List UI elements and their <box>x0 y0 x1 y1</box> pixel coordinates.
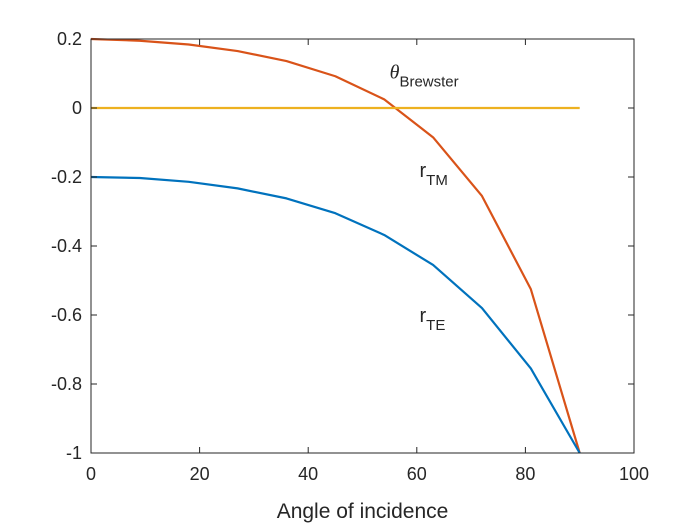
annotation-theta-brewster: θBrewster <box>390 62 459 91</box>
annotations: θBrewster rTM rTE <box>390 62 459 334</box>
annotation-r-tm-label: rTM <box>420 160 448 189</box>
series-line-r-tm <box>90 37 581 454</box>
series-line-r-te <box>90 175 581 454</box>
x-axis-title: Angle of incidence <box>277 500 449 523</box>
y-tick-label: -0.8 <box>51 374 82 394</box>
y-tick-label: -0.6 <box>51 305 82 325</box>
x-tick-label: 20 <box>190 464 210 484</box>
x-tick-label: 0 <box>86 464 96 484</box>
plot-series <box>90 37 581 454</box>
x-tick-label: 100 <box>619 464 649 484</box>
x-tick-label: 80 <box>515 464 535 484</box>
y-tick-label: 0 <box>72 98 82 118</box>
y-tick-label: 0.2 <box>57 29 82 49</box>
axis-ticks <box>90 38 635 454</box>
y-tick-label: -0.4 <box>51 236 82 256</box>
x-tick-label: 60 <box>407 464 427 484</box>
y-tick-label: -1 <box>66 443 82 463</box>
x-tick-label: 40 <box>298 464 318 484</box>
annotation-r-te-label: rTE <box>420 305 446 334</box>
y-tick-label: -0.2 <box>51 167 82 187</box>
tick-labels: 0 20 40 60 80 100 -1 -0.8 -0.6 -0.4 -0.2 0 0.2 <box>51 29 649 484</box>
